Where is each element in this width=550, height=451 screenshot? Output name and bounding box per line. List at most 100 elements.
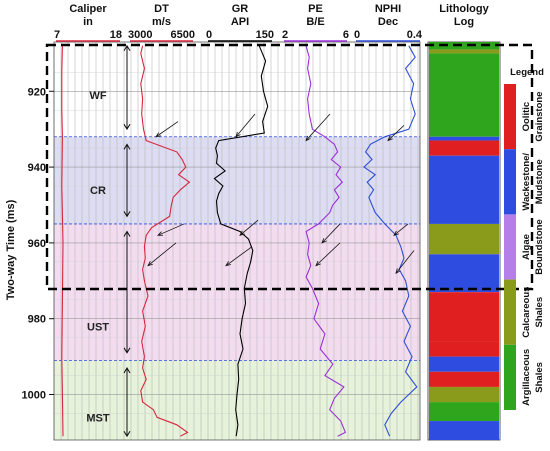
marker-arrow [305,113,331,141]
legend-swatch-wackestone [504,149,516,215]
marker-arrow [387,125,405,141]
highlight-frame [45,43,534,291]
legend-label-calcareous: Calcareous [521,287,532,338]
lithology-interval-calcareous [429,49,499,54]
lithology-interval-wackestone [429,136,499,141]
curve-caliper [61,45,64,437]
legend-label-grainstone-line2: Grainstone [534,92,545,142]
interval-arrow-head [123,347,131,354]
y-tick-label: 1000 [22,390,46,402]
legend-label-boundstone: Algae [521,234,532,260]
marker-arrow-head [147,261,153,267]
track-min-label-nphi: 0 [354,29,360,41]
interval-arrow-head [123,211,131,218]
marker-arrow [395,250,415,274]
marker-arrow-head [155,132,161,138]
zone-label-ust: UST [87,321,109,333]
track-max-label-nphi: 0.4 [407,29,423,41]
legend-swatch-grainstone [504,84,516,150]
marker-arrow [235,113,256,138]
marker-arrow-head [157,231,164,236]
track-title-caliper: Caliper [69,3,107,15]
marker-arrow-head [321,238,327,244]
marker-arrow [155,121,179,138]
y-axis-label: Two-way Time (ms) [5,199,17,300]
track-unit-pe: B/E [306,16,324,28]
lithology-title: Lithology [439,3,489,15]
lithology-interval-grainstone [429,140,499,156]
track-title-nphi: NPHI [375,3,401,15]
legend-label-wackestone-line2: Mudstone [534,159,545,204]
curve-dt [140,45,191,437]
lithology-interval-wackestone [429,254,499,293]
track-title-pe: PE [308,3,323,15]
legend-swatch-argillaceous [504,344,516,410]
marker-arrow-head [315,260,321,267]
lithology-interval-wackestone [429,356,499,372]
zone-label-wf: WF [89,90,106,102]
interval-arrow-head [123,123,131,131]
zone-band-ust [54,223,420,361]
track-title-gr: GR [232,3,249,15]
curve-pe [305,45,347,437]
marker-arrow-head [393,230,399,236]
marker-arrow-head [395,268,401,275]
track-title-dt: DT [154,3,169,15]
legend: Legend Oolitic GrainstoneWackestone/Mudsto… [504,67,545,410]
marker-arrow-head [239,230,245,236]
interval-arrow-head [123,367,131,374]
marker-arrow-head [387,135,393,142]
legend-label-argillaceous-line2: Shales [534,362,545,393]
legend-swatch-boundstone [504,214,516,280]
track-unit-gr: API [231,16,249,28]
lithology-interval-calcareous [429,223,499,255]
lithology-interval-argillaceous [429,42,499,50]
track-unit-nphi: Dec [378,16,398,28]
lithology-interval-grainstone [429,341,499,357]
interval-arrow-head [123,430,131,438]
lithology-interval-argillaceous [429,402,499,422]
marker-arrow [315,242,341,266]
marker-arrow [393,223,409,236]
marker-arrow-head [235,131,241,138]
lithology-interval-calcareous [429,386,499,403]
zone-band-wf [54,42,420,137]
track-min-label-pe: 2 [282,29,288,41]
y-tick-label: 920 [28,86,46,98]
lithology-interval-argillaceous [429,53,499,137]
legend-title: Legend [510,67,544,78]
lithology-subtitle: Log [454,16,474,28]
legend-label-wackestone: Wackestone/ [521,153,532,211]
track-max-label-dt: 6500 [171,29,195,41]
track-max-label-gr: 150 [256,29,274,41]
track-unit-caliper: in [83,16,93,28]
legend-swatch-calcareous [504,279,516,345]
marker-arrow-head [305,135,311,142]
marker-arrow [321,223,341,244]
track-unit-dt: m/s [152,16,171,28]
lithology-interval-wackestone [429,421,499,440]
lithology-interval-grainstone [429,292,499,342]
curve-gr [213,45,269,437]
curve-nphi [363,45,418,437]
track-min-label-dt: 3000 [128,29,152,41]
y-tick-label: 940 [28,162,46,174]
interval-arrow-head [123,44,131,52]
y-tick-label: 960 [28,238,46,250]
track-max-label-caliper: 18 [110,29,122,41]
marker-arrow [239,219,259,236]
marker-arrow-head [225,261,231,267]
zone-band-cr [54,136,420,224]
y-tick-label: 980 [28,314,46,326]
track-min-label-caliper: 7 [54,29,60,41]
marker-arrow [147,242,177,266]
legend-label-calcareous-line2: Shales [534,297,545,328]
zone-label-cr: CR [90,185,106,197]
legend-label-boundstone-line2: Boundstone [534,219,545,274]
interval-arrow-head [123,230,131,237]
lithology-interval-grainstone [429,371,499,387]
interval-arrow-head [123,143,131,150]
track-max-label-pe: 6 [343,29,349,41]
